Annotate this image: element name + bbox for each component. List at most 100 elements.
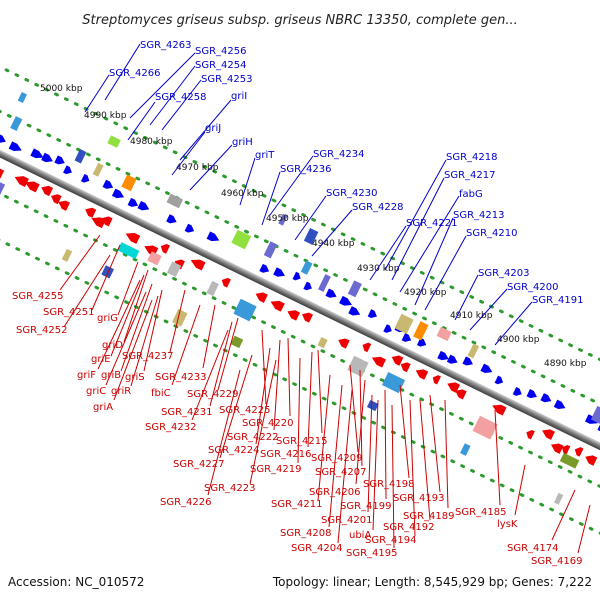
feature-block[interactable] bbox=[278, 213, 288, 226]
feature-block[interactable] bbox=[107, 135, 121, 148]
gene-label[interactable]: griF bbox=[77, 370, 96, 381]
feature-block[interactable] bbox=[590, 405, 600, 425]
gene-label[interactable]: SGR_4230 bbox=[326, 188, 378, 199]
reverse-gene[interactable] bbox=[583, 453, 598, 466]
gene-label[interactable]: SGR_4234 bbox=[313, 149, 365, 160]
reverse-gene[interactable] bbox=[124, 230, 141, 244]
forward-gene[interactable] bbox=[0, 133, 8, 146]
gene-label[interactable]: SGR_4203 bbox=[478, 268, 530, 279]
gene-label[interactable]: SGR_4224 bbox=[208, 445, 260, 456]
forward-gene[interactable] bbox=[480, 363, 494, 376]
feature-block[interactable] bbox=[347, 280, 362, 298]
reverse-gene[interactable] bbox=[269, 298, 285, 312]
gene-label[interactable]: griD bbox=[102, 340, 123, 351]
forward-gene[interactable] bbox=[526, 389, 539, 400]
reverse-gene[interactable] bbox=[39, 183, 54, 197]
gene-label[interactable]: SGR_4252 bbox=[16, 325, 68, 336]
feature-block[interactable] bbox=[460, 443, 471, 456]
reverse-gene[interactable] bbox=[361, 341, 372, 353]
forward-gene[interactable] bbox=[80, 173, 91, 184]
gene-label[interactable]: SGR_4169 bbox=[531, 556, 583, 567]
gene-label[interactable]: fbiC bbox=[151, 388, 171, 399]
forward-gene[interactable] bbox=[8, 141, 24, 154]
feature-block[interactable] bbox=[413, 321, 429, 341]
gene-label[interactable]: SGR_4210 bbox=[466, 228, 518, 239]
reverse-gene[interactable] bbox=[0, 166, 5, 179]
forward-gene[interactable] bbox=[325, 288, 338, 301]
forward-gene[interactable] bbox=[54, 155, 66, 166]
feature-block[interactable] bbox=[318, 274, 331, 292]
gene-label[interactable]: SGR_4204 bbox=[291, 543, 343, 554]
feature-block[interactable] bbox=[233, 298, 257, 322]
gene-label[interactable]: SGR_4228 bbox=[352, 202, 404, 213]
reverse-gene[interactable] bbox=[390, 353, 404, 366]
feature-block[interactable] bbox=[263, 241, 278, 259]
forward-gene[interactable] bbox=[540, 393, 553, 405]
gene-label[interactable]: SGR_4232 bbox=[145, 422, 197, 433]
feature-block[interactable] bbox=[61, 248, 73, 262]
gene-label[interactable]: SGR_4220 bbox=[242, 418, 294, 429]
gene-label[interactable]: SGR_4258 bbox=[155, 92, 207, 103]
reverse-gene[interactable] bbox=[370, 354, 387, 368]
gene-label[interactable]: SGR_4199 bbox=[340, 501, 392, 512]
feature-block[interactable] bbox=[74, 149, 87, 164]
forward-gene[interactable] bbox=[102, 179, 115, 191]
feature-block[interactable] bbox=[147, 251, 162, 266]
gene-label[interactable]: SGR_4192 bbox=[383, 522, 435, 533]
gene-label[interactable]: fabG bbox=[459, 189, 483, 200]
gene-label[interactable]: SGR_4201 bbox=[321, 515, 373, 526]
gene-label[interactable]: SGR_4174 bbox=[507, 543, 559, 554]
forward-gene[interactable] bbox=[292, 271, 303, 282]
gene-label[interactable]: SGR_4233 bbox=[155, 372, 207, 383]
feature-block[interactable] bbox=[231, 229, 252, 250]
forward-gene[interactable] bbox=[383, 324, 393, 334]
gene-label[interactable]: SGR_4227 bbox=[173, 459, 225, 470]
reverse-gene[interactable] bbox=[254, 290, 268, 303]
feature-block[interactable] bbox=[230, 335, 244, 349]
gene-label[interactable]: SGR_4254 bbox=[195, 60, 247, 71]
forward-gene[interactable] bbox=[401, 333, 413, 344]
reverse-gene[interactable] bbox=[445, 380, 461, 393]
feature-block[interactable] bbox=[559, 452, 580, 469]
reverse-gene[interactable] bbox=[336, 336, 350, 349]
forward-gene[interactable] bbox=[184, 223, 196, 235]
reverse-gene[interactable] bbox=[300, 310, 314, 323]
reverse-gene[interactable] bbox=[89, 214, 106, 229]
forward-gene[interactable] bbox=[446, 354, 459, 367]
reverse-gene[interactable] bbox=[573, 445, 584, 457]
forward-gene[interactable] bbox=[259, 263, 271, 275]
feature-block[interactable] bbox=[92, 162, 104, 177]
reverse-gene[interactable] bbox=[453, 387, 467, 400]
gene-label[interactable]: SGR_4200 bbox=[507, 282, 559, 293]
gene-label[interactable]: SGR_4225 bbox=[219, 405, 271, 416]
gene-label[interactable]: griT bbox=[255, 150, 275, 161]
reverse-gene[interactable] bbox=[49, 192, 62, 205]
reverse-gene[interactable] bbox=[220, 276, 231, 288]
reverse-gene[interactable] bbox=[549, 441, 564, 454]
gene-label[interactable]: SGR_4216 bbox=[260, 449, 312, 460]
gene-label[interactable]: SGR_4185 bbox=[455, 507, 507, 518]
gene-label[interactable]: griA bbox=[93, 402, 113, 413]
feature-block[interactable] bbox=[303, 227, 319, 245]
feature-block[interactable] bbox=[394, 313, 414, 335]
feature-block[interactable] bbox=[206, 280, 219, 297]
forward-gene[interactable] bbox=[416, 337, 428, 349]
gene-label[interactable]: SGR_4237 bbox=[122, 351, 174, 362]
gene-label[interactable]: SGR_4218 bbox=[446, 152, 498, 163]
feature-block[interactable] bbox=[472, 415, 498, 440]
reverse-gene[interactable] bbox=[285, 307, 301, 321]
gene-label[interactable]: SGR_4195 bbox=[346, 548, 398, 559]
feature-block[interactable] bbox=[381, 372, 406, 394]
gene-label[interactable]: SGR_4198 bbox=[363, 479, 415, 490]
feature-block[interactable] bbox=[117, 242, 140, 260]
gene-label[interactable]: SGR_4191 bbox=[532, 295, 584, 306]
gene-label[interactable]: SGR_4221 bbox=[406, 218, 458, 229]
feature-block[interactable] bbox=[166, 261, 182, 277]
gene-label[interactable]: SGR_4211 bbox=[271, 499, 323, 510]
gene-label[interactable]: SGR_4217 bbox=[444, 170, 496, 181]
gene-label[interactable]: griR bbox=[111, 386, 131, 397]
forward-gene[interactable] bbox=[166, 214, 178, 225]
gene-label[interactable]: SGR_4256 bbox=[195, 46, 247, 57]
gene-label[interactable]: SGR_4226 bbox=[160, 497, 212, 508]
gene-label[interactable]: SGR_4253 bbox=[201, 74, 253, 85]
